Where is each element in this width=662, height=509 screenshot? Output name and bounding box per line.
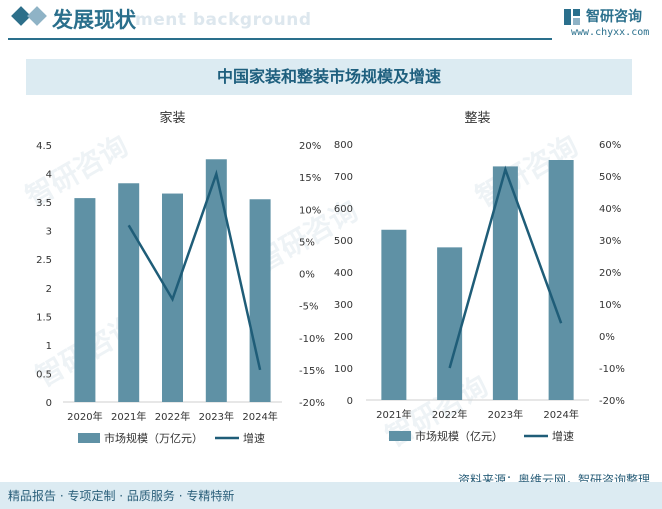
- x-tick-label: 2021年: [111, 410, 146, 423]
- chart-title: 家装: [159, 110, 185, 126]
- x-tick-label: 2024年: [543, 408, 578, 421]
- footer-band: [0, 482, 662, 509]
- logo-url: www.chyxx.com: [571, 27, 650, 38]
- y-right-tick-label: 10%: [299, 205, 321, 216]
- y-left-tick-label: 4.5: [36, 141, 52, 152]
- y-left-tick-label: 0: [347, 396, 353, 407]
- x-tick-label: 2023年: [199, 410, 234, 423]
- y-right-tick-label: 40%: [599, 204, 621, 215]
- legend-bar-swatch: [389, 431, 411, 441]
- main-title: 中国家装和整装市场规模及增速: [216, 67, 441, 86]
- footer-tagline: 精品报告 · 专项定制 · 品质服务 · 专精特新: [8, 489, 235, 503]
- logo-icon: [564, 9, 580, 25]
- y-right-tick-label: 30%: [599, 236, 621, 247]
- x-tick-label: 2023年: [488, 408, 523, 421]
- x-tick-label: 2021年: [376, 408, 411, 421]
- growth-line: [127, 169, 262, 371]
- legend-line-label: 增速: [243, 431, 265, 445]
- diamond-icon: [27, 6, 47, 26]
- bar: [205, 159, 227, 402]
- y-left-tick-label: 700: [334, 172, 353, 183]
- y-right-tick-label: 0%: [299, 270, 315, 281]
- legend-bar-label: 市场规模（万亿元）: [104, 431, 203, 445]
- y-right-tick-label: 5%: [299, 237, 315, 248]
- y-left-tick-label: 1.5: [36, 312, 52, 323]
- bar: [118, 183, 140, 402]
- chart-whole-house: 整装 0 100 200 300 400 500 600 700 800 -20% -10% 0% 10%…: [334, 111, 625, 443]
- y-right-tick-label: -5%: [299, 302, 318, 313]
- header-watermark: ment background: [135, 10, 312, 30]
- y-left-tick-label: 300: [334, 300, 353, 311]
- legend-line-label: 增速: [552, 429, 574, 443]
- x-tick-label: 2020年: [67, 410, 102, 423]
- y-left-tick-label: 3.5: [36, 198, 52, 209]
- bar: [492, 166, 518, 400]
- bar: [548, 160, 574, 400]
- y-right-tick-label: -20%: [299, 398, 325, 409]
- bar: [74, 198, 96, 402]
- bar: [437, 247, 463, 400]
- x-tick-label: 2024年: [242, 410, 277, 423]
- y-right-tick-label: -15%: [299, 366, 325, 377]
- y-right-tick-label: -10%: [599, 364, 625, 375]
- x-tick-label: 2022年: [432, 408, 467, 421]
- header-divider: [8, 38, 552, 40]
- y-left-tick-label: 800: [334, 140, 353, 151]
- y-right-tick-label: 10%: [599, 300, 621, 311]
- y-left-tick-label: 4: [46, 170, 52, 181]
- y-left-tick-label: 1: [46, 341, 52, 352]
- x-tick-label: 2022年: [155, 410, 190, 423]
- chart-title: 整装: [464, 111, 490, 126]
- y-left-tick-label: 3: [46, 227, 52, 238]
- chart-home-decoration: 家装 0 0.5 1 1.5 2 2.5 3 3.5 4 4.5 -20% -15% -10% -5% 0% 5…: [36, 110, 325, 445]
- section-title: 发展现状: [52, 8, 136, 32]
- y-left-tick-label: 100: [334, 364, 353, 375]
- y-left-tick-label: 500: [334, 236, 353, 247]
- y-right-tick-label: 60%: [599, 140, 621, 151]
- y-left-tick-label: 2.5: [36, 255, 52, 266]
- bar: [381, 229, 407, 400]
- bar: [249, 199, 271, 402]
- y-right-tick-label: 20%: [599, 268, 621, 279]
- y-left-tick-label: 200: [334, 332, 353, 343]
- y-right-tick-label: 0%: [599, 332, 615, 343]
- y-right-tick-label: -20%: [599, 396, 625, 407]
- legend-bar-label: 市场规模（亿元）: [415, 429, 503, 443]
- y-right-tick-label: 15%: [299, 173, 321, 184]
- y-right-tick-label: 20%: [299, 141, 321, 152]
- logo-text: 智研咨询: [586, 9, 642, 25]
- y-right-tick-label: -10%: [299, 334, 325, 345]
- legend-bar-swatch: [78, 433, 100, 443]
- y-left-tick-label: 400: [334, 268, 353, 279]
- page-header: 发展现状 ment background 智研咨询 www.chyxx.com: [0, 0, 662, 44]
- y-left-tick-label: 0: [46, 398, 52, 409]
- y-right-tick-label: 50%: [599, 172, 621, 183]
- y-left-tick-label: 0.5: [36, 369, 52, 380]
- chart-title-band: 中国家装和整装市场规模及增速: [26, 59, 632, 95]
- y-left-tick-label: 2: [46, 284, 52, 295]
- y-left-tick-label: 600: [334, 204, 353, 215]
